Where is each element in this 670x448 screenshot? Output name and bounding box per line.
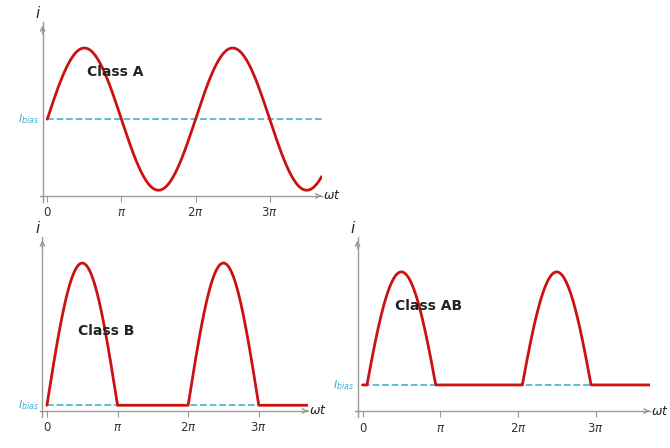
Text: $i$: $i$ bbox=[35, 220, 42, 236]
Text: Class A: Class A bbox=[87, 65, 144, 79]
Text: $I_{bias}$: $I_{bias}$ bbox=[18, 112, 39, 126]
Text: $I_{bias}$: $I_{bias}$ bbox=[18, 398, 39, 412]
Text: $i$: $i$ bbox=[350, 220, 356, 236]
Text: $i$: $i$ bbox=[36, 5, 42, 21]
Text: $\omega t$: $\omega t$ bbox=[323, 190, 340, 202]
Text: $I_{bias}$: $I_{bias}$ bbox=[333, 378, 354, 392]
Text: Class B: Class B bbox=[78, 324, 135, 338]
Text: $\omega t$: $\omega t$ bbox=[310, 405, 327, 418]
Text: $\omega t$: $\omega t$ bbox=[651, 405, 669, 418]
Text: Class AB: Class AB bbox=[395, 299, 462, 313]
